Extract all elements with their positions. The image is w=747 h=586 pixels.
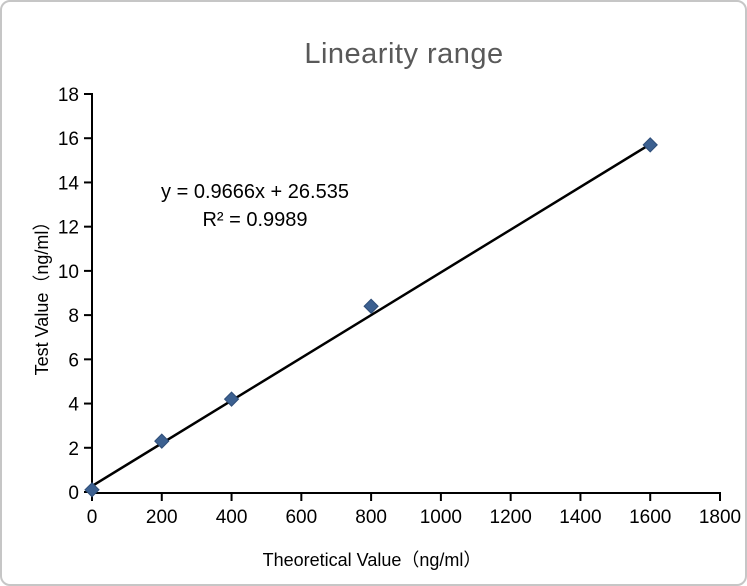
x-tick-label: 1200 [490,507,532,528]
x-tick-label: 1800 [699,507,741,528]
x-tick-label: 0 [87,507,98,528]
x-tick-label: 400 [216,507,248,528]
trendline [91,143,651,488]
y-tick-label: 10 [58,262,79,283]
x-tick-label: 1400 [559,507,601,528]
x-tick-label: 200 [146,507,178,528]
y-tick-label: 2 [68,439,79,460]
x-tick-label: 1000 [420,507,462,528]
y-axis-title: Test Value（ng/ml） [32,212,52,376]
y-tick-label: 16 [58,129,79,150]
x-tick-label: 800 [355,507,387,528]
data-point-marker [154,433,170,449]
x-tick-label: 1600 [629,507,671,528]
x-tick-label: 600 [285,507,317,528]
y-tick-label: 12 [58,218,79,239]
y-tick-label: 6 [68,350,79,371]
trendline-annotation: y = 0.9666x + 26.535 R² = 0.9989 [142,178,368,234]
y-tick-label: 14 [58,173,80,194]
y-tick-label: 4 [68,395,79,416]
r-squared-label: R² = 0.9989 [202,209,308,231]
trendline-equation: y = 0.9666x + 26.535 [161,181,349,203]
data-point-marker [223,391,240,407]
y-tick-label: 8 [68,306,79,327]
data-point-marker [84,482,100,498]
y-tick-label: 0 [68,483,79,504]
data-point-marker [363,298,379,314]
y-tick-label: 18 [58,85,79,106]
chart-title: Linearity range [304,38,504,70]
data-point-marker [642,137,658,153]
x-axis-title: Theoretical Value（ng/ml） [262,550,482,570]
